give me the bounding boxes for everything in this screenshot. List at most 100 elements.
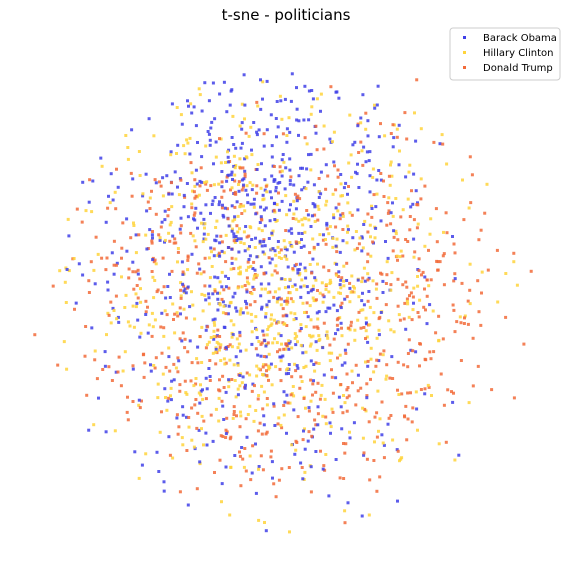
point-obama — [352, 421, 356, 425]
point-clinton — [247, 134, 251, 138]
point-trump — [338, 476, 342, 480]
point-trump — [479, 228, 483, 232]
point-trump — [255, 184, 259, 188]
point-trump — [406, 365, 410, 369]
point-clinton — [201, 397, 205, 401]
point-obama — [112, 272, 116, 276]
point-trump — [146, 305, 149, 309]
point-clinton — [152, 364, 156, 367]
point-clinton — [416, 284, 420, 288]
point-clinton — [342, 284, 346, 288]
point-clinton — [270, 322, 274, 326]
point-clinton — [373, 440, 376, 444]
point-clinton — [324, 283, 328, 287]
point-obama — [307, 89, 311, 93]
point-clinton — [90, 210, 94, 214]
point-obama — [99, 156, 103, 160]
point-trump — [222, 189, 226, 193]
point-obama — [235, 239, 239, 242]
point-clinton — [202, 443, 205, 447]
point-clinton — [271, 229, 275, 233]
point-trump — [153, 258, 157, 262]
point-clinton — [329, 425, 333, 429]
point-trump — [241, 166, 245, 170]
point-trump — [405, 285, 409, 289]
point-obama — [288, 157, 292, 161]
point-trump — [216, 328, 220, 332]
point-clinton — [230, 345, 234, 349]
point-clinton — [161, 372, 165, 376]
point-trump — [373, 415, 377, 419]
point-obama — [360, 299, 364, 303]
point-obama — [310, 214, 314, 218]
point-trump — [389, 222, 393, 226]
point-obama — [230, 136, 234, 139]
point-clinton — [359, 121, 363, 125]
point-clinton — [269, 317, 273, 321]
point-clinton — [137, 150, 141, 153]
point-clinton — [222, 251, 226, 255]
point-clinton — [200, 325, 204, 329]
point-trump — [126, 395, 129, 399]
point-trump — [179, 178, 183, 182]
point-obama — [415, 407, 419, 411]
point-trump — [167, 396, 171, 400]
point-trump — [256, 397, 260, 401]
point-clinton — [288, 530, 291, 534]
point-obama — [196, 141, 199, 144]
point-clinton — [207, 340, 211, 344]
point-obama — [285, 314, 289, 318]
point-clinton — [257, 340, 261, 343]
point-clinton — [84, 209, 88, 213]
point-clinton — [64, 301, 68, 304]
point-obama — [211, 439, 215, 443]
point-trump — [356, 389, 360, 393]
point-obama — [230, 261, 234, 265]
point-trump — [366, 212, 370, 216]
point-clinton — [139, 287, 142, 291]
point-clinton — [430, 394, 433, 397]
point-trump — [382, 456, 386, 460]
point-clinton — [220, 270, 224, 274]
point-trump — [349, 324, 353, 328]
point-trump — [406, 417, 410, 421]
point-clinton — [158, 430, 162, 434]
point-trump — [512, 251, 516, 255]
point-trump — [132, 287, 136, 291]
point-clinton — [300, 380, 304, 383]
point-obama — [254, 491, 258, 495]
point-clinton — [214, 226, 218, 229]
point-obama — [366, 364, 370, 368]
point-trump — [203, 256, 207, 260]
point-trump — [254, 275, 258, 279]
point-obama — [269, 362, 273, 366]
point-obama — [262, 240, 266, 244]
point-clinton — [170, 205, 174, 209]
point-trump — [233, 192, 237, 196]
point-clinton — [332, 295, 336, 299]
point-obama — [206, 130, 210, 133]
point-clinton — [203, 222, 207, 226]
point-obama — [175, 416, 179, 420]
point-trump — [265, 397, 269, 400]
point-clinton — [233, 173, 237, 177]
point-obama — [416, 201, 419, 205]
point-trump — [152, 260, 156, 264]
point-obama — [287, 208, 291, 212]
point-trump — [303, 136, 307, 140]
point-trump — [83, 354, 87, 358]
point-clinton — [332, 130, 336, 134]
point-clinton — [245, 184, 249, 188]
point-clinton — [366, 272, 370, 276]
point-trump — [378, 475, 382, 479]
point-obama — [226, 155, 230, 159]
point-trump — [391, 249, 395, 253]
point-obama — [200, 155, 204, 159]
point-obama — [246, 201, 250, 205]
point-trump — [192, 190, 196, 194]
point-obama — [322, 373, 326, 377]
point-clinton — [243, 117, 246, 121]
point-obama — [207, 132, 211, 136]
point-obama — [255, 255, 259, 259]
point-clinton — [346, 230, 349, 234]
